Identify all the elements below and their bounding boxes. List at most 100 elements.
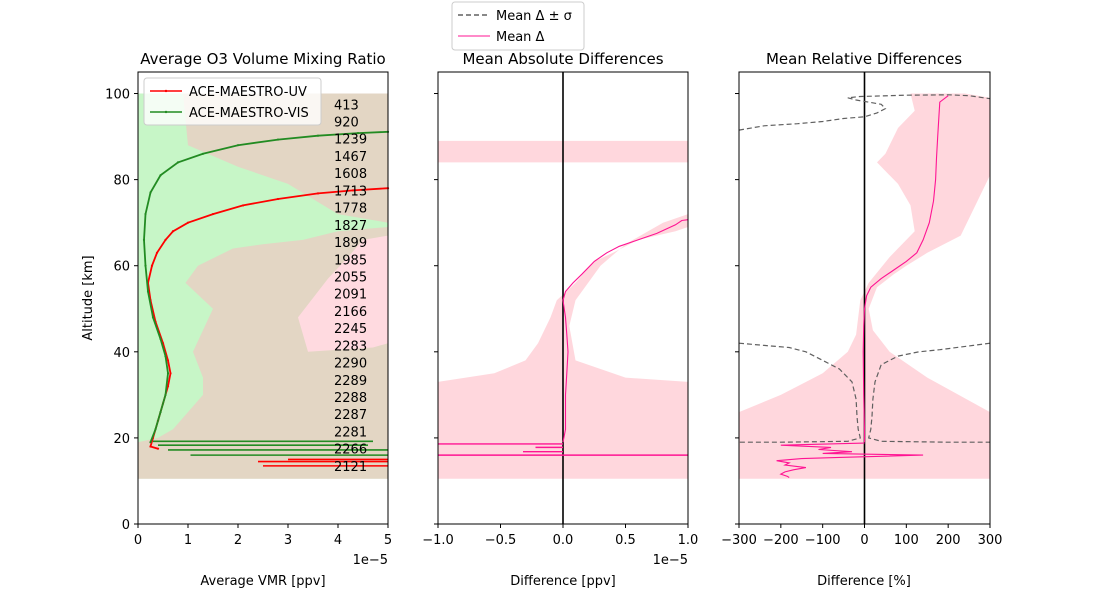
data-point: [159, 410, 162, 414]
x-tick-label: 4: [334, 533, 342, 548]
panel-vmr-ylabel: Altitude [km]: [81, 255, 96, 340]
data-point: [164, 238, 167, 241]
data-point: [316, 134, 320, 137]
count-label: 1985: [334, 253, 367, 268]
y-tick-label: 80: [113, 174, 130, 189]
series-line-3: [867, 342, 991, 443]
x-tick-label: −1.0: [422, 533, 454, 548]
count-label: 2289: [334, 374, 367, 389]
data-point: [211, 212, 215, 216]
data-point: [164, 393, 167, 396]
x-tick-label: 0: [860, 533, 868, 548]
panel-vmr-x-scale-note: 1e−5: [353, 553, 388, 568]
panel-vmr-xlabel: Average VMR [ppv]: [200, 574, 325, 589]
legend-uv-marker: [164, 89, 168, 93]
panel-vmr-title: Average O3 Volume Mixing Ratio: [140, 50, 386, 68]
legend-uv-label: ACE-MAESTRO-UV: [189, 85, 307, 100]
panel-vmr-plot: 413 920 1239 1467 1608 1713 1778 1827 1899 1985 20…: [138, 93, 390, 479]
data-point: [159, 337, 162, 340]
data-point: [276, 138, 280, 141]
panel-abs-diff-plot: [438, 72, 689, 524]
data-point: [151, 316, 155, 319]
data-point: [159, 174, 162, 177]
legend-mean-label: Mean Δ: [496, 30, 545, 45]
data-point: [236, 144, 240, 147]
data-point: [164, 355, 167, 358]
panel-vmr-legend-frame: [143, 77, 322, 126]
count-label: 920: [334, 116, 359, 131]
figure-legend: Mean Δ ± σ Mean Δ: [451, 1, 585, 51]
x-tick-label: 0.0: [553, 533, 574, 548]
panel-vmr-x-axis: 0 1 2 3 4 5: [134, 524, 392, 548]
figure-legend-frame: [451, 1, 585, 51]
y-tick-label: 20: [113, 432, 130, 447]
panel-rel-diff-plot: [738, 72, 991, 524]
panel-rel-diff-y-ticks: [735, 93, 739, 525]
count-label: 2281: [334, 425, 367, 440]
data-point: [156, 447, 160, 450]
y-tick-label: 100: [105, 88, 130, 103]
data-point: [166, 359, 170, 362]
data-point: [146, 290, 150, 293]
count-label: 1899: [334, 236, 367, 251]
data-point: [276, 197, 280, 201]
data-point: [241, 204, 245, 207]
shaded-region-0: [739, 93, 990, 479]
x-tick-label: 1: [184, 533, 192, 548]
x-tick-label: −200: [763, 533, 799, 548]
data-point: [201, 152, 205, 155]
data-point: [144, 212, 147, 216]
panel-rel-diff-title: Mean Relative Differences: [766, 50, 962, 68]
series-line-2: [738, 94, 991, 131]
x-tick-label: −300: [721, 533, 757, 548]
shaded-region-1: [138, 93, 388, 479]
count-label: 2055: [334, 270, 367, 285]
data-point: [171, 230, 175, 233]
panel-vmr: Average O3 Volume Mixing Ratio 413920123…: [81, 50, 392, 589]
y-tick-label: 0: [122, 518, 130, 533]
data-point: [356, 132, 360, 135]
data-point: [150, 264, 154, 267]
y-tick-label: 40: [113, 346, 130, 361]
panel-abs-diff-xlabel: Difference [ppv]: [510, 574, 616, 589]
data-point: [149, 445, 152, 448]
panel-rel-diff: Mean Relative Differences −300 −200 −100 0 1…: [721, 50, 1002, 589]
data-point: [149, 191, 152, 194]
count-label: 2290: [334, 357, 367, 372]
data-point: [155, 251, 159, 254]
legend-mean-sigma-label: Mean Δ ± σ: [496, 9, 572, 24]
count-label: 1239: [334, 133, 367, 148]
count-label: 2283: [334, 339, 367, 354]
count-label: 1778: [334, 202, 367, 217]
count-label: 2288: [334, 391, 367, 406]
series-line-0: [862, 95, 949, 443]
data-point: [166, 372, 170, 375]
count-label: 2121: [334, 460, 367, 475]
panel-rel-diff-frame: [738, 71, 991, 525]
count-label: 1713: [334, 184, 367, 199]
data-point: [176, 161, 180, 164]
data-point: [169, 372, 172, 375]
data-point: [149, 441, 152, 444]
count-label: 2266: [334, 443, 367, 458]
panel-rel-diff-x-axis: −300 −200 −100 0 100 200 300: [721, 524, 1002, 548]
count-label: 1827: [334, 219, 367, 234]
panel-abs-diff-x-axis: −1.0 −0.5 0.0 0.5 1.0: [422, 524, 698, 548]
data-point: [154, 428, 157, 431]
series-line-0: [562, 219, 689, 443]
x-tick-label: 100: [894, 533, 919, 548]
count-label: 2287: [334, 408, 367, 423]
x-tick-label: 5: [384, 533, 392, 548]
data-point: [351, 189, 355, 192]
count-label: 1608: [334, 167, 367, 182]
panel-rel-diff-xlabel: Difference [%]: [817, 574, 911, 589]
x-tick-label: 2: [234, 533, 242, 548]
legend-vis-marker: [164, 110, 168, 114]
x-tick-label: 1.0: [678, 533, 699, 548]
data-point: [142, 238, 146, 241]
legend-vis-label: ACE-MAESTRO-VIS: [189, 106, 309, 121]
count-label: 2166: [334, 305, 367, 320]
panel-abs-diff-y-ticks: [434, 93, 438, 525]
count-label: 2245: [334, 322, 367, 337]
y-tick-label: 60: [113, 260, 130, 275]
